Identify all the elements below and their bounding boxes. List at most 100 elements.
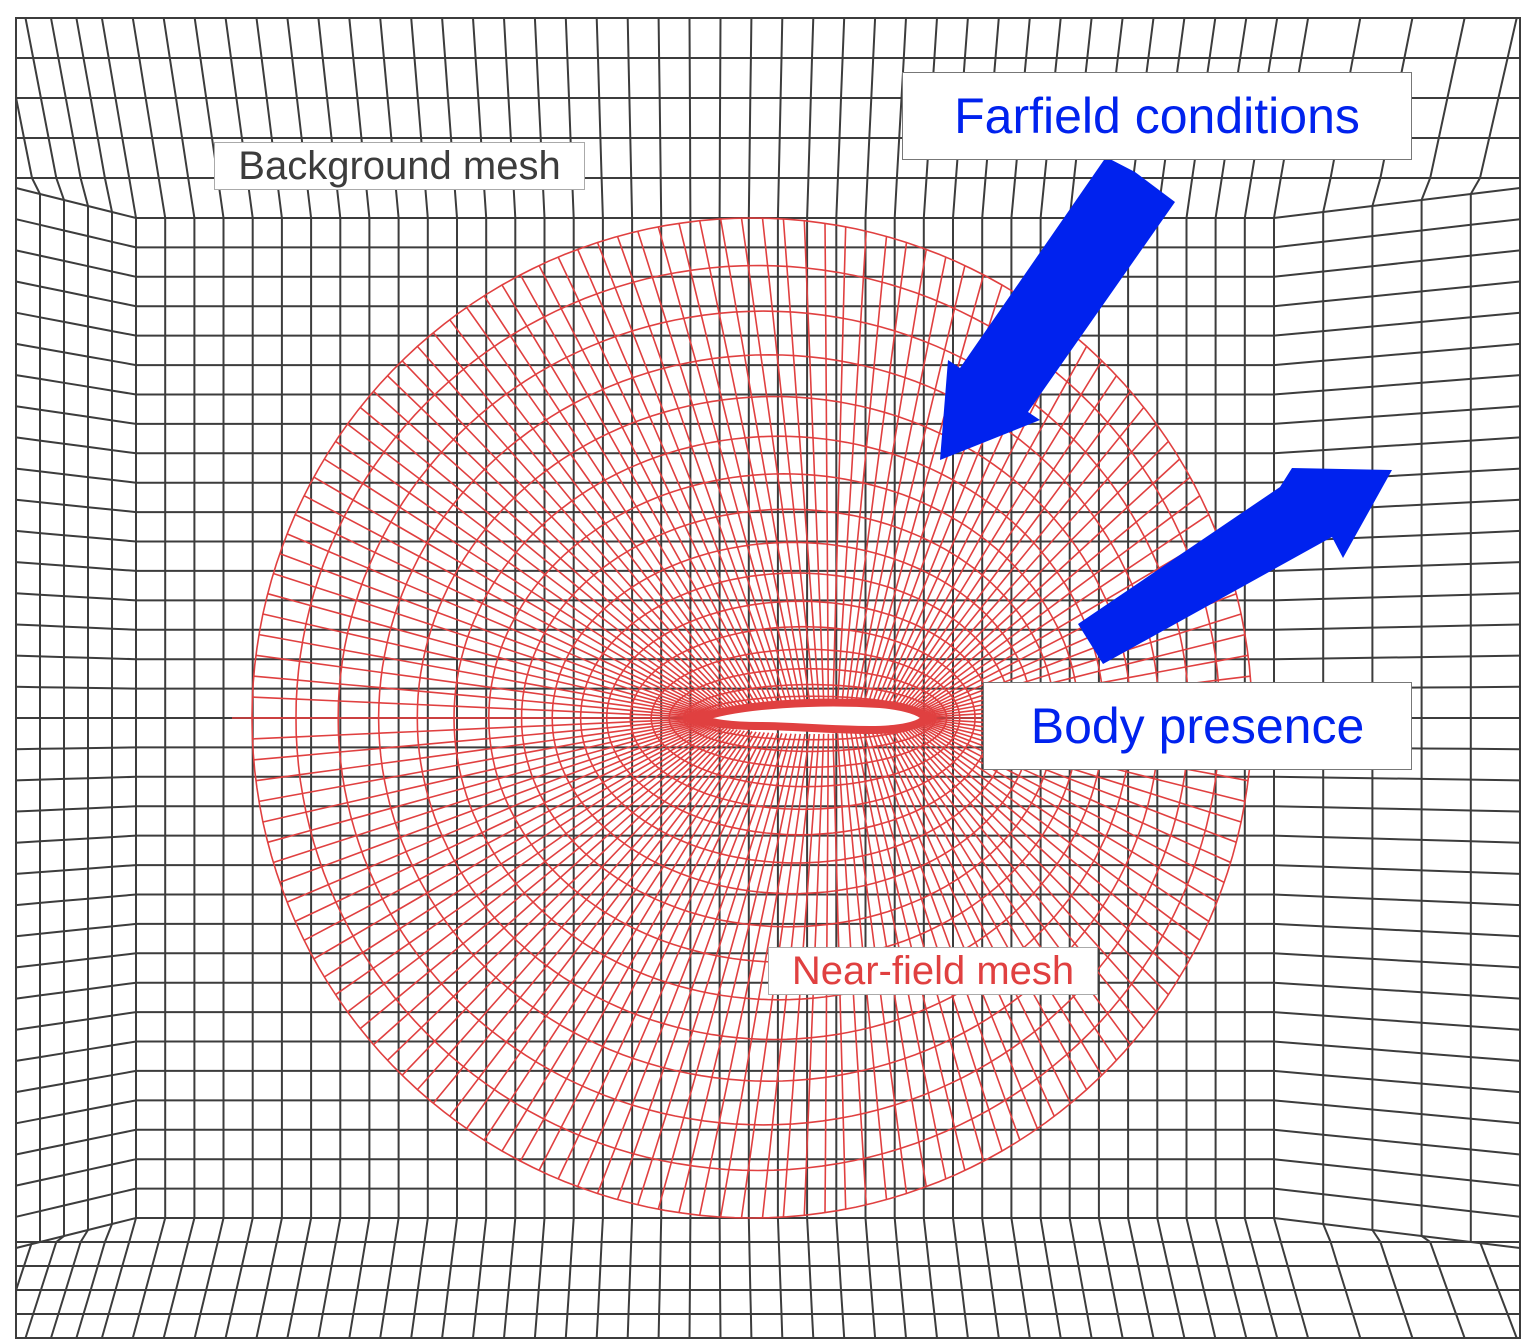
near-field-mesh-spoke: [386, 375, 731, 708]
background-mesh-line-horizontal: [15, 864, 1521, 875]
near-field-mesh-spoke: [576, 732, 774, 1187]
background-mesh-line-horizontal: [15, 1158, 1521, 1187]
near-field-mesh-spoke: [875, 730, 1039, 1129]
near-field-mesh-spoke: [557, 256, 770, 704]
near-field-mesh-text: Near-field mesh: [791, 948, 1075, 993]
background-mesh-line-horizontal: [15, 1128, 1521, 1156]
background-mesh-text: Background mesh: [238, 143, 561, 188]
near-field-mesh-spoke: [294, 723, 711, 923]
near-field-mesh-spoke: [637, 230, 788, 703]
background-mesh-line-horizontal: [15, 249, 1521, 278]
background-mesh-line-horizontal: [15, 405, 1521, 425]
near-field-mesh-spoke: [255, 654, 702, 717]
near-field-mesh-spoke: [279, 722, 707, 884]
near-field-mesh-spoke: [836, 231, 867, 703]
near-field-mesh-spoke: [262, 613, 703, 716]
near-field-mesh-spoke: [867, 731, 1003, 1152]
near-field-mesh-spoke: [678, 223, 797, 703]
near-field-mesh-spoke: [921, 613, 1242, 716]
near-field-mesh-spoke: [871, 731, 1021, 1141]
near-field-mesh-spoke: [886, 729, 1088, 1090]
near-field-mesh-spoke: [483, 731, 753, 1141]
near-field-mesh-spoke: [657, 733, 792, 1210]
near-field-mesh-spoke: [824, 223, 830, 703]
near-field-mesh-spoke: [909, 476, 1191, 711]
near-field-mesh-spoke: [432, 729, 742, 1104]
near-field-mesh-spoke: [335, 726, 720, 996]
near-field-mesh-spoke: [782, 218, 820, 703]
near-field-mesh-spoke: [273, 721, 706, 864]
background-mesh-line-horizontal: [15, 436, 1521, 455]
near-field-mesh-spoke: [501, 284, 757, 705]
near-field-mesh-spoke: [917, 722, 1225, 884]
near-field-mesh-spoke: [313, 476, 715, 711]
background-mesh-line-horizontal: [15, 893, 1521, 907]
near-field-mesh-spoke: [303, 494, 713, 712]
near-field-mesh-spoke: [850, 249, 928, 704]
near-field-mesh-label: Near-field mesh: [768, 947, 1098, 995]
near-field-mesh-spoke: [911, 495, 1201, 712]
near-field-mesh-spoke: [286, 533, 709, 713]
background-mesh-line-horizontal: [15, 834, 1521, 844]
near-field-mesh-spoke: [911, 724, 1201, 941]
near-field-mesh-spoke: [538, 265, 766, 704]
background-mesh-line-horizontal: [15, 1069, 1521, 1094]
body-presence-label: Body presence: [983, 682, 1412, 770]
near-field-mesh-spoke: [850, 732, 928, 1187]
near-field-mesh-spoke: [616, 733, 783, 1200]
near-field-mesh-spoke: [841, 733, 888, 1200]
near-field-mesh-spoke: [915, 533, 1218, 713]
near-field-mesh-spoke: [892, 375, 1118, 708]
near-field-mesh-spoke: [845, 242, 908, 703]
near-field-mesh-spoke: [915, 723, 1218, 903]
near-field-mesh-spoke: [557, 732, 770, 1180]
near-field-mesh-spoke: [465, 730, 749, 1130]
near-field-mesh-spoke: [904, 726, 1170, 996]
near-field-mesh-spoke: [519, 731, 761, 1162]
body-presence-text: Body presence: [1030, 698, 1365, 754]
near-field-mesh-spoke: [252, 696, 701, 719]
near-field-mesh-spoke: [832, 226, 847, 703]
near-field-mesh-spoke: [279, 552, 707, 714]
near-field-mesh-spoke: [740, 217, 811, 703]
near-field-mesh-spoke: [882, 332, 1072, 707]
near-field-mesh-spoke: [596, 732, 779, 1194]
near-field-mesh-spoke: [519, 274, 761, 705]
farfield-conditions-text: Farfield conditions: [954, 88, 1360, 144]
near-field-mesh-spoke: [401, 728, 735, 1076]
near-field-mesh-spoke: [902, 726, 1158, 1013]
near-field-mesh-spoke: [878, 730, 1056, 1117]
near-field-mesh-spoke: [267, 721, 704, 844]
near-field-mesh-spoke: [538, 732, 766, 1171]
background-mesh-line-horizontal: [15, 623, 1521, 631]
near-field-mesh-spoke: [449, 319, 745, 706]
background-mesh-line-horizontal: [15, 654, 1521, 661]
near-field-mesh-spoke: [483, 295, 753, 705]
near-field-mesh-spoke: [372, 727, 728, 1046]
near-field-mesh-spoke: [902, 423, 1158, 710]
near-field-mesh-spoke: [904, 440, 1170, 710]
near-field-mesh-spoke: [803, 220, 825, 703]
background-mesh-line-vertical: [718, 17, 722, 1339]
near-field-mesh-spoke: [678, 733, 797, 1213]
near-field-mesh-spoke: [889, 360, 1103, 708]
near-field-mesh-spoke: [258, 633, 702, 717]
near-field-mesh-spoke: [858, 732, 966, 1171]
near-field-mesh-spoke: [262, 720, 703, 823]
near-field-mesh-spoke: [740, 733, 811, 1219]
airfoil-body: [689, 698, 930, 735]
background-mesh-line-horizontal: [15, 280, 1521, 308]
near-field-mesh-spoke: [294, 513, 711, 713]
near-field-mesh-spoke: [253, 718, 701, 761]
near-field-mesh-spoke: [401, 360, 735, 708]
near-field-mesh-spoke: [845, 733, 908, 1194]
near-field-mesh-spoke: [698, 733, 802, 1216]
near-field-mesh-spoke: [416, 729, 738, 1091]
near-field-mesh-spoke: [863, 731, 985, 1162]
near-field-mesh-spoke: [323, 458, 717, 711]
background-mesh-line-horizontal: [15, 311, 1521, 337]
near-field-mesh-spoke: [761, 218, 816, 703]
near-field-mesh-spoke: [909, 725, 1191, 960]
near-field-mesh-spoke: [372, 390, 728, 709]
near-field-mesh-spoke: [841, 236, 888, 703]
